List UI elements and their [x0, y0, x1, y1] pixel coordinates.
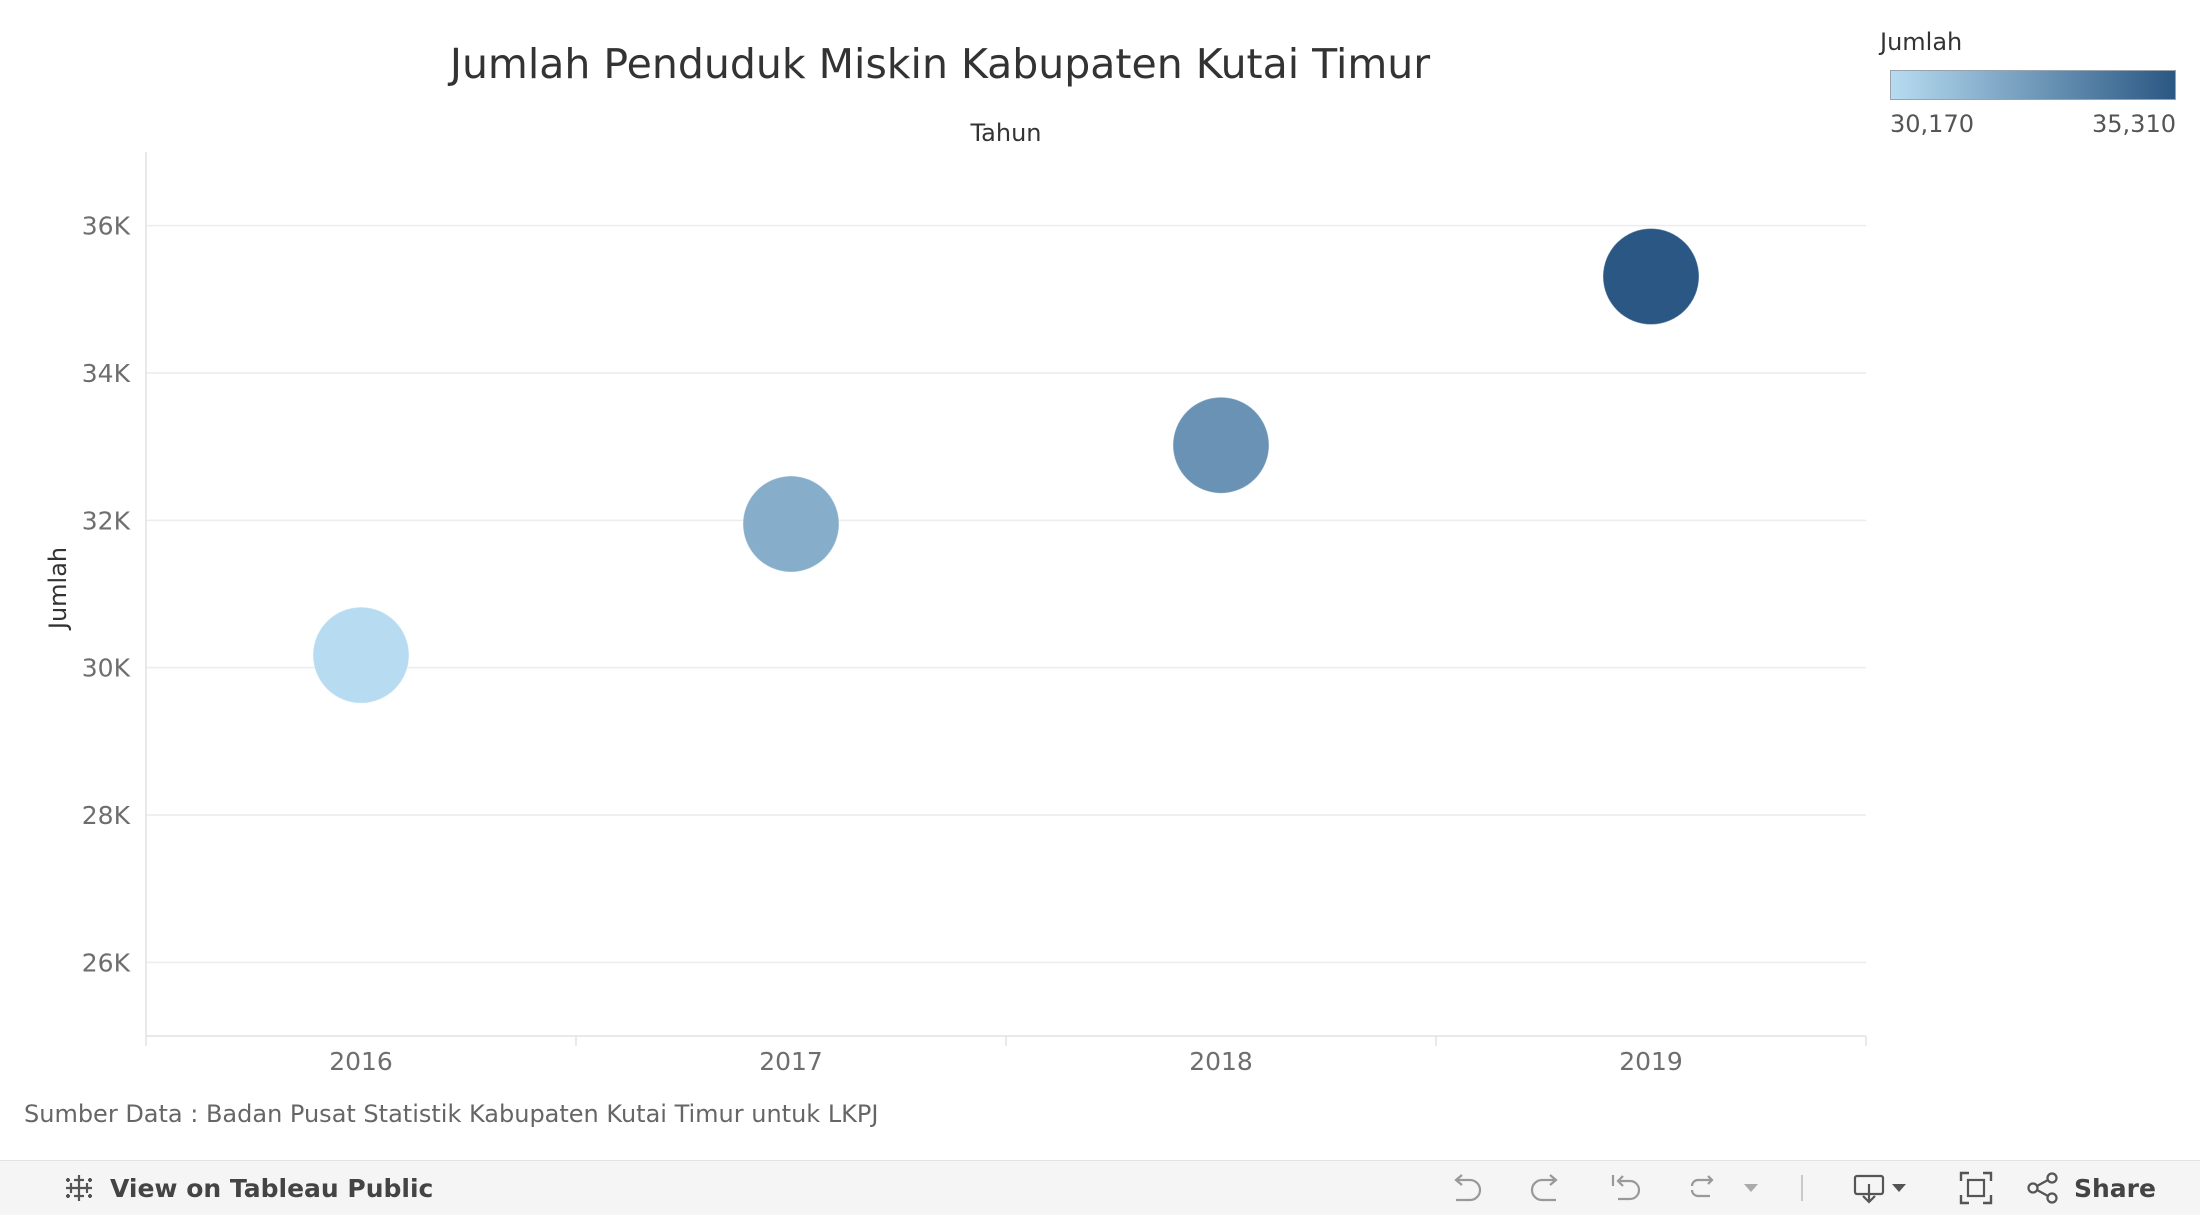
undo-icon [1454, 1174, 1482, 1202]
x-axis-title: Tahun [969, 119, 1041, 147]
chart-plot: Tahun Jumlah 26K 28K 30K 32K 34K 36K 2016 2017… [44, 119, 1867, 1076]
refresh-button[interactable] [1684, 1161, 1720, 1215]
download-icon [1853, 1174, 1906, 1204]
redo-button[interactable] [1528, 1161, 1564, 1215]
axes [145, 152, 1867, 1046]
tableau-logo-icon [66, 1175, 92, 1201]
undo-button[interactable] [1448, 1161, 1484, 1215]
fullscreen-button[interactable] [1958, 1161, 1994, 1215]
download-button[interactable] [1852, 1161, 1912, 1215]
toolbar: View on Tableau Public [0, 1160, 2200, 1215]
y-tick-label: 32K [82, 506, 131, 535]
x-tick-label: 2019 [1619, 1047, 1683, 1076]
pause-dropdown-button[interactable] [1742, 1161, 1760, 1215]
fullscreen-icon [1959, 1171, 1993, 1205]
x-tick-label: 2017 [759, 1047, 823, 1076]
data-points [312, 227, 1700, 704]
source-note: Sumber Data : Badan Pusat Statistik Kabu… [24, 1100, 879, 1128]
legend-max-label: 35,310 [2092, 110, 2176, 138]
y-tick-label: 34K [82, 359, 131, 388]
data-point [312, 606, 410, 704]
gridlines [146, 224, 1866, 964]
color-legend: Jumlah 30,170 35,310 [1870, 26, 2190, 146]
share-icon [2027, 1172, 2058, 1204]
data-point [742, 475, 840, 573]
redo-icon [1530, 1174, 1558, 1202]
view-on-tableau-label: View on Tableau Public [110, 1173, 434, 1203]
revert-icon [1611, 1175, 1641, 1201]
legend-gradient-bar [1890, 70, 2176, 100]
y-tick-label: 28K [82, 801, 131, 830]
y-tick-label: 36K [82, 212, 131, 241]
y-axis-ticks: 26K 28K 30K 32K 34K 36K [82, 212, 131, 978]
revert-button[interactable] [1608, 1161, 1644, 1215]
share-button[interactable]: Share [2026, 1161, 2156, 1215]
y-axis-title: Jumlah [44, 547, 72, 631]
x-tick-label: 2016 [329, 1047, 393, 1076]
view-on-tableau-link[interactable]: View on Tableau Public [62, 1161, 433, 1215]
x-tick-label: 2018 [1189, 1047, 1253, 1076]
toolbar-separator [1801, 1175, 1803, 1201]
x-axis-ticks: 2016 2017 2018 2019 [329, 1047, 1683, 1076]
refresh-icon [1690, 1175, 1714, 1198]
chart-title: Jumlah Penduduk Miskin Kabupaten Kutai T… [449, 40, 1431, 88]
data-point [1172, 396, 1270, 494]
data-point [1602, 227, 1700, 325]
y-tick-label: 26K [82, 948, 131, 977]
legend-min-label: 30,170 [1890, 110, 1974, 138]
pause-dropdown-icon [1744, 1184, 1758, 1192]
share-label: Share [2074, 1173, 2156, 1203]
y-tick-label: 30K [82, 654, 131, 683]
legend-title: Jumlah [1880, 28, 1963, 56]
